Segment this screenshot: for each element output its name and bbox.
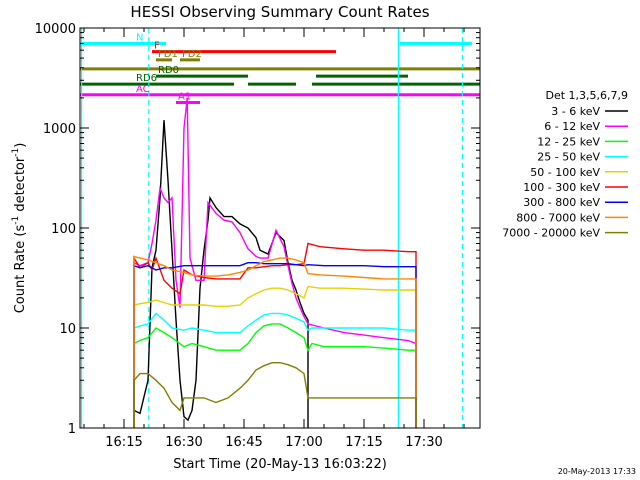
flag-label: RD6 — [136, 73, 157, 84]
series-line-6 — [133, 262, 417, 428]
x-tick-label: 17:30 — [405, 435, 442, 450]
flag-label: F — [154, 41, 160, 52]
flag-label: N — [136, 32, 143, 43]
flag-label: AC — [136, 84, 150, 95]
series-line-7 — [133, 255, 417, 428]
series-line-2 — [133, 323, 417, 428]
x-axis-label: Start Time (20-May-13 16:03:22) — [173, 457, 387, 472]
flag-label: A1 — [178, 91, 191, 102]
series-line-0 — [133, 120, 309, 428]
x-tick-label: 16:30 — [165, 435, 202, 450]
legend-entry-label: 7000 - 20000 keV — [502, 227, 600, 240]
y-tick-label: 10 — [59, 322, 76, 337]
series-line-1 — [133, 97, 417, 428]
y-tick-label: 1 — [68, 422, 76, 437]
legend-entry-label: 50 - 100 keV — [530, 166, 600, 179]
legend: 3 - 6 keV 6 - 12 keV 12 - 25 keV 25 - 50 ke… — [502, 105, 628, 240]
legend-entry-label: 25 - 50 keV — [537, 151, 600, 164]
y-axis-label: Count Rate (s-1 detector-1) — [11, 143, 28, 314]
legend-entry-label: 3 - 6 keV — [551, 105, 600, 118]
legend-entry-label: 300 - 800 keV — [523, 196, 600, 209]
series-line-4 — [133, 285, 417, 428]
x-tick-label: 16:45 — [225, 435, 262, 450]
series-line-5 — [133, 242, 417, 428]
x-tick-label: 17:15 — [345, 435, 382, 450]
flag-label: RD0 — [158, 65, 179, 76]
y-tick-label: 100 — [51, 222, 76, 237]
y-tick-label: 1000 — [43, 122, 76, 137]
legend-entry-label: 6 - 12 keV — [544, 120, 600, 133]
series-line-8 — [133, 362, 417, 428]
legend-entry-label: 12 - 25 keV — [537, 135, 600, 148]
legend-entry-label: 800 - 7000 keV — [516, 211, 600, 224]
x-tick-label: 16:15 — [105, 435, 142, 450]
flag-label: FD1 — [158, 49, 178, 60]
series-line-3 — [133, 312, 417, 428]
legend-entry-label: 100 - 300 keV — [523, 181, 600, 194]
timestamp-stamp: 20-May-2013 17:33 — [558, 467, 636, 476]
y-tick-label: 10000 — [35, 22, 76, 37]
x-tick-label: 17:00 — [285, 435, 322, 450]
legend-header: Det 1,3,5,6,7,9 — [545, 89, 628, 102]
flag-label: FD2 — [182, 49, 202, 60]
chart-title: HESSI Observing Summary Count Rates — [130, 3, 429, 21]
